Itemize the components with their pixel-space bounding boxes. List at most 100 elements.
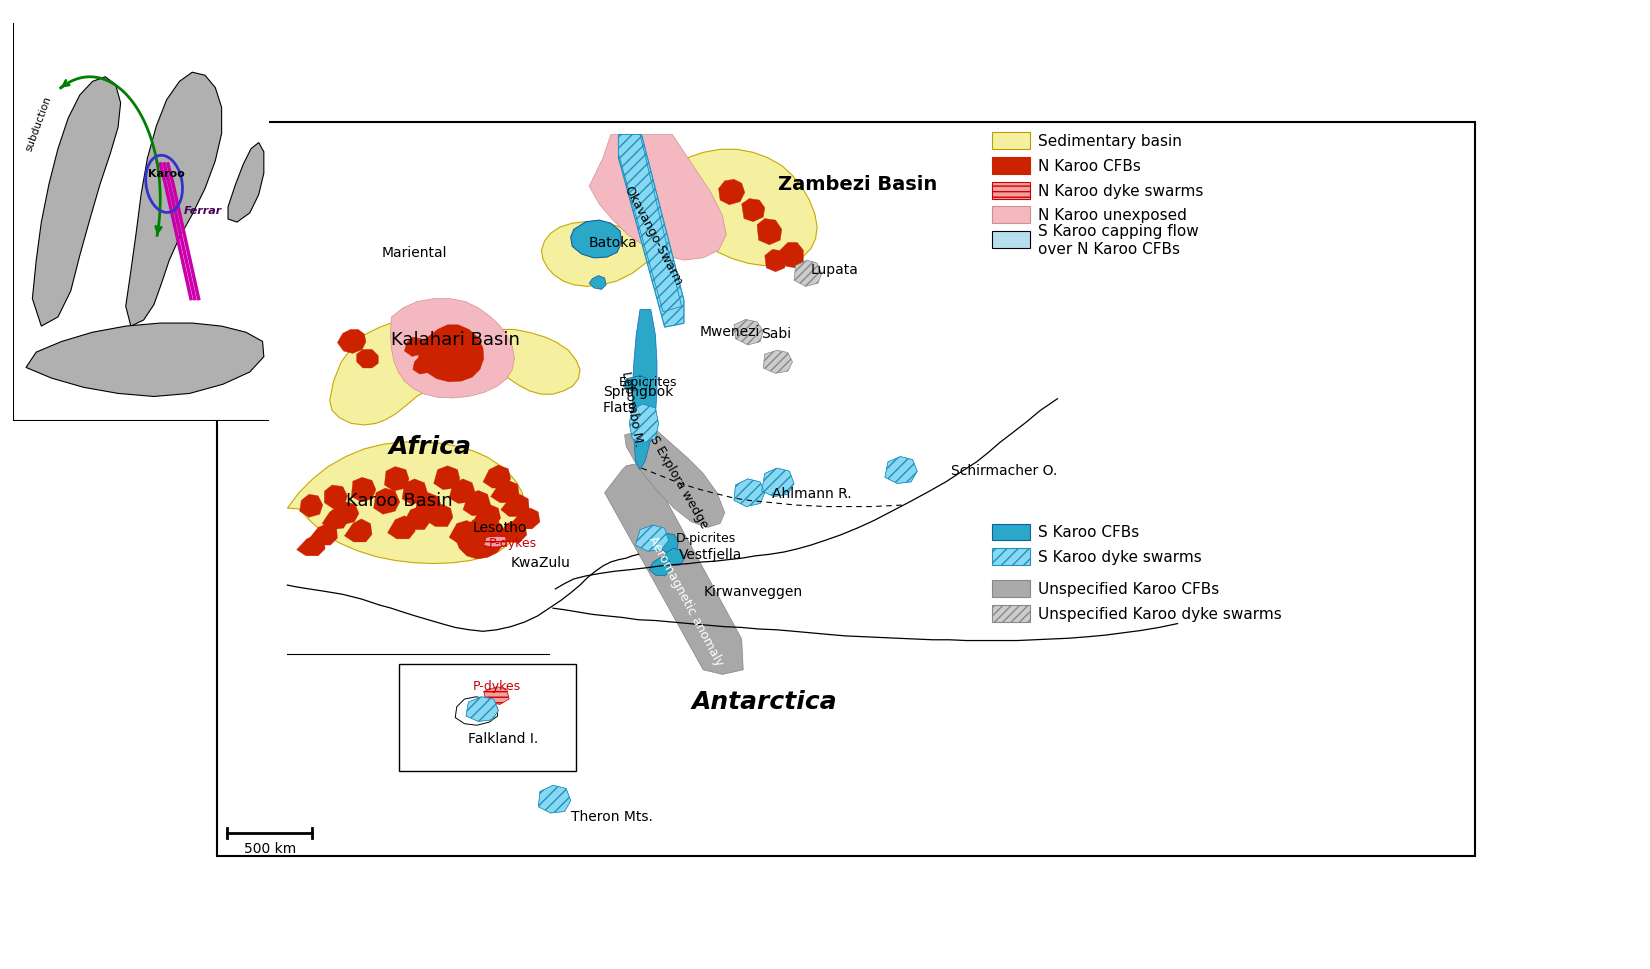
Polygon shape <box>500 495 530 517</box>
Polygon shape <box>483 687 510 704</box>
Polygon shape <box>632 310 657 470</box>
Polygon shape <box>300 495 323 517</box>
Polygon shape <box>384 467 409 491</box>
Polygon shape <box>412 357 431 375</box>
Polygon shape <box>338 330 366 354</box>
Polygon shape <box>330 320 465 425</box>
Text: Theron Mts.: Theron Mts. <box>571 809 653 824</box>
Text: Springbok
Flats: Springbok Flats <box>604 385 673 415</box>
Text: Sabi: Sabi <box>761 327 790 340</box>
Text: Schirmacher O.: Schirmacher O. <box>950 463 1058 477</box>
Polygon shape <box>650 558 672 577</box>
Polygon shape <box>125 73 221 327</box>
Bar <box>992 580 1030 598</box>
Polygon shape <box>345 519 373 543</box>
Polygon shape <box>619 136 685 328</box>
Polygon shape <box>884 457 917 484</box>
Polygon shape <box>541 192 675 287</box>
Polygon shape <box>764 351 792 374</box>
Text: S Karoo CFBs: S Karoo CFBs <box>1038 525 1140 540</box>
Text: Aeromagnetic anomaly: Aeromagnetic anomaly <box>647 534 726 668</box>
Polygon shape <box>490 481 520 503</box>
Polygon shape <box>483 536 507 548</box>
Polygon shape <box>309 524 338 546</box>
Polygon shape <box>589 136 726 261</box>
Polygon shape <box>455 516 505 559</box>
Text: Sedimentary basin: Sedimentary basin <box>1038 134 1181 149</box>
Polygon shape <box>571 221 622 259</box>
Text: 500 km: 500 km <box>244 841 295 856</box>
Text: Lupata: Lupata <box>812 264 860 277</box>
Polygon shape <box>663 548 685 566</box>
Polygon shape <box>455 697 498 726</box>
Polygon shape <box>464 491 490 516</box>
Bar <box>992 158 1030 174</box>
Text: Kirwanveggen: Kirwanveggen <box>703 584 802 599</box>
Bar <box>992 548 1030 566</box>
Polygon shape <box>388 516 416 540</box>
Text: S Karoo dyke swarms: S Karoo dyke swarms <box>1038 549 1201 565</box>
Polygon shape <box>512 509 540 529</box>
Polygon shape <box>287 443 525 564</box>
Polygon shape <box>403 507 431 530</box>
Text: Unspecified Karoo CFBs: Unspecified Karoo CFBs <box>1038 581 1219 597</box>
Polygon shape <box>322 507 350 530</box>
Polygon shape <box>416 493 442 517</box>
Polygon shape <box>335 502 360 525</box>
Polygon shape <box>719 180 744 205</box>
Polygon shape <box>419 326 483 383</box>
Bar <box>992 133 1030 150</box>
Polygon shape <box>403 480 427 505</box>
Text: Ferrar: Ferrar <box>183 205 221 216</box>
Text: E-picrites: E-picrites <box>619 375 676 389</box>
Text: Okavango-Swarm: Okavango-Swarm <box>622 183 685 288</box>
Polygon shape <box>675 150 817 266</box>
Text: Lebombo M.: Lebombo M. <box>619 370 645 448</box>
Polygon shape <box>351 478 376 502</box>
Text: Unspecified Karoo dyke swarms: Unspecified Karoo dyke swarms <box>1038 607 1282 621</box>
Polygon shape <box>465 697 498 722</box>
Polygon shape <box>483 465 512 488</box>
Polygon shape <box>465 535 492 556</box>
Polygon shape <box>26 324 264 397</box>
Text: Lesotho: Lesotho <box>472 520 526 535</box>
Text: Batoka: Batoka <box>589 236 637 250</box>
Polygon shape <box>589 276 606 290</box>
Polygon shape <box>356 350 378 368</box>
Polygon shape <box>449 480 475 504</box>
Text: Kalahari Basin: Kalahari Basin <box>391 330 520 348</box>
Text: Mwenezi: Mwenezi <box>700 325 761 338</box>
Polygon shape <box>629 405 658 443</box>
Bar <box>992 524 1030 541</box>
Polygon shape <box>434 466 460 490</box>
Polygon shape <box>228 143 264 223</box>
Polygon shape <box>794 261 822 287</box>
Polygon shape <box>538 786 571 813</box>
Polygon shape <box>325 485 348 510</box>
Text: Karoo Basin: Karoo Basin <box>346 492 452 510</box>
Text: Falkland I.: Falkland I. <box>469 731 538 745</box>
Text: Africa: Africa <box>388 435 472 459</box>
Polygon shape <box>449 521 477 544</box>
Polygon shape <box>465 330 581 394</box>
Polygon shape <box>734 480 766 507</box>
Text: N Karoo dyke swarms: N Karoo dyke swarms <box>1038 183 1203 199</box>
Polygon shape <box>734 320 764 346</box>
Text: S Karoo capping flow
over N Karoo CFBs: S Karoo capping flow over N Karoo CFBs <box>1038 224 1200 257</box>
Polygon shape <box>757 219 782 245</box>
Bar <box>399 664 576 771</box>
Text: subduction: subduction <box>23 95 53 152</box>
Text: P-dykes: P-dykes <box>488 537 538 549</box>
Bar <box>992 207 1030 224</box>
Polygon shape <box>762 469 794 497</box>
Text: Karoo: Karoo <box>148 169 185 179</box>
Text: Zambezi Basin: Zambezi Basin <box>777 174 937 194</box>
Polygon shape <box>404 338 424 357</box>
Polygon shape <box>624 376 648 391</box>
Text: P-dykes: P-dykes <box>474 679 521 692</box>
Polygon shape <box>373 488 399 515</box>
Text: Mariental: Mariental <box>381 246 447 261</box>
Text: S Explora wedge: S Explora wedge <box>647 433 711 530</box>
Bar <box>992 606 1030 622</box>
Text: Vestfjella: Vestfjella <box>678 547 742 562</box>
